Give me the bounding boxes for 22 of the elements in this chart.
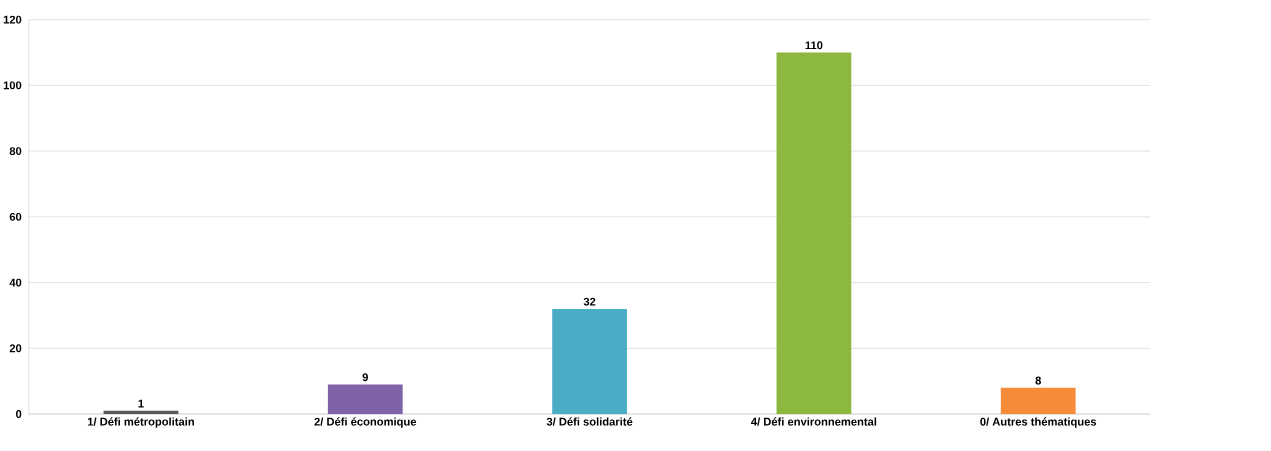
bar xyxy=(776,52,852,415)
y-tick-label: 20 xyxy=(9,344,22,353)
y-tick-label: 40 xyxy=(9,278,22,287)
y-tick-label: 60 xyxy=(9,213,22,222)
x-tick-label: 0/ Autres thématiques xyxy=(980,417,1097,429)
data-label: 1 xyxy=(138,400,144,408)
x-tick-label: 3/ Défi solidarité xyxy=(546,417,633,426)
bar xyxy=(327,384,403,415)
x-tick-label: 2/ Défi économique xyxy=(314,417,417,429)
bar xyxy=(552,309,627,415)
y-tick-label: 0 xyxy=(15,410,22,419)
bar xyxy=(103,411,179,415)
bar xyxy=(1000,388,1076,415)
y-tick-label: 80 xyxy=(9,147,22,156)
data-label: 8 xyxy=(1035,376,1041,385)
y-tick-label: 100 xyxy=(3,81,22,90)
data-label: 32 xyxy=(583,297,596,306)
y-tick-label: 120 xyxy=(3,15,22,24)
data-label: 9 xyxy=(362,373,368,382)
x-tick-label: 1/ Défi métropolitain xyxy=(87,417,194,429)
data-label: 110 xyxy=(805,41,823,50)
x-tick-label: 4/ Défi environnemental xyxy=(751,417,877,426)
